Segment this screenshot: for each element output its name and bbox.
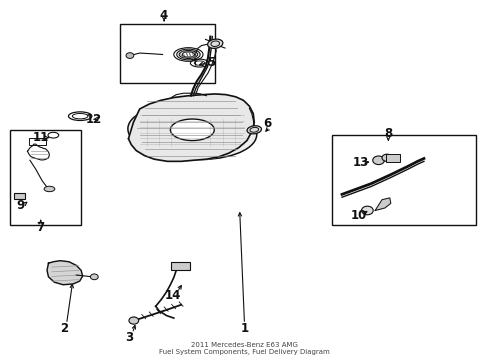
Text: 14: 14 [164,289,181,302]
Bar [120,24,215,83]
Bar [29,138,46,145]
Bar [385,154,399,162]
Ellipse shape [246,126,261,134]
Ellipse shape [170,119,214,140]
Circle shape [129,317,139,324]
Ellipse shape [44,186,55,192]
Text: 7: 7 [37,221,44,234]
Text: 4: 4 [160,9,168,22]
Text: 5: 5 [207,56,215,69]
Circle shape [372,156,384,165]
Text: 1: 1 [240,322,248,335]
Polygon shape [47,261,82,285]
Ellipse shape [128,104,256,159]
Text: 12: 12 [85,113,101,126]
Bar [14,193,24,199]
Text: 2011 Mercedes-Benz E63 AMG
Fuel System Components, Fuel Delivery Diagram: 2011 Mercedes-Benz E63 AMG Fuel System C… [159,342,329,355]
Circle shape [126,53,134,58]
Text: 13: 13 [352,156,368,169]
Circle shape [381,154,391,161]
Bar [331,135,475,225]
Ellipse shape [207,39,223,48]
Text: 10: 10 [350,209,366,222]
Bar [10,130,81,225]
Circle shape [361,206,372,215]
Polygon shape [374,198,390,211]
Text: 9: 9 [16,199,24,212]
Text: 8: 8 [384,127,392,140]
Text: 6: 6 [263,117,271,130]
Text: 3: 3 [124,331,133,344]
Text: 2: 2 [60,322,68,335]
Bar [171,262,189,270]
Polygon shape [128,94,254,161]
Circle shape [90,274,98,280]
Text: 11: 11 [33,131,49,144]
